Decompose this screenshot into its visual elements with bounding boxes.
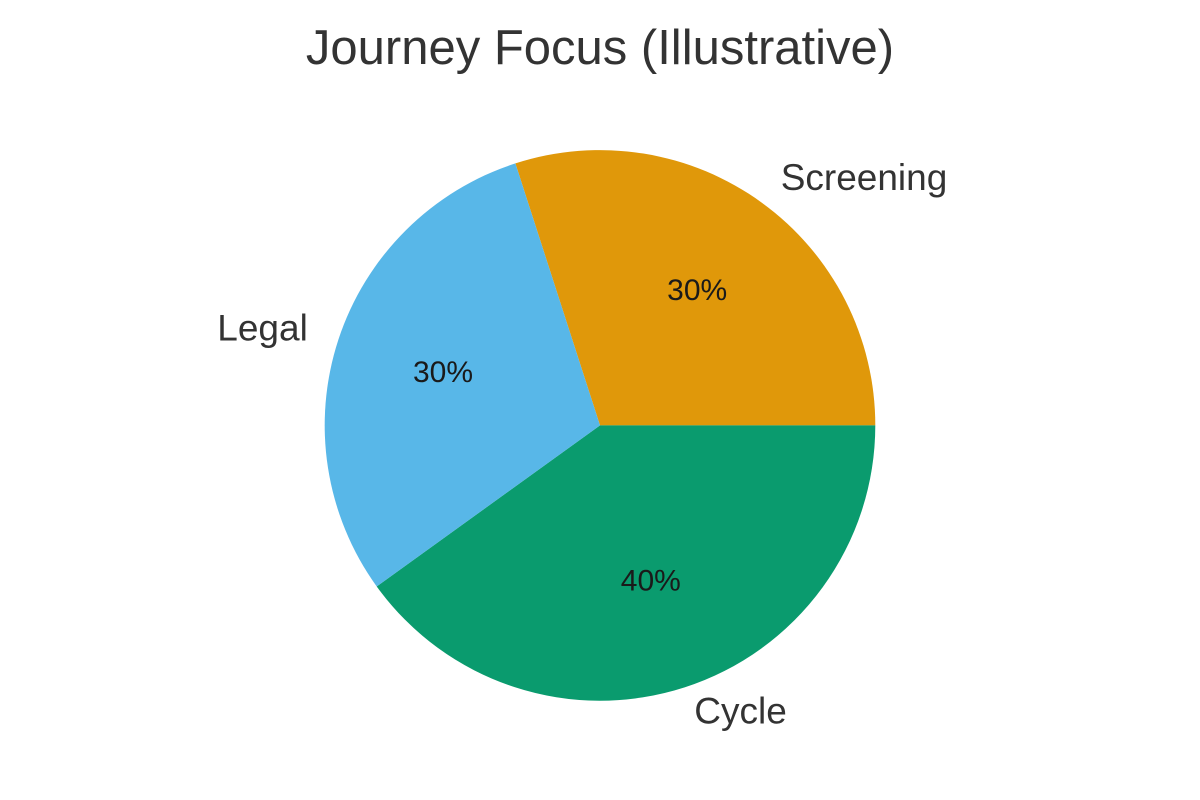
svg-text:Cycle: Cycle — [694, 691, 787, 732]
svg-text:Legal: Legal — [217, 308, 308, 349]
svg-text:Screening: Screening — [781, 157, 948, 198]
svg-text:40%: 40% — [621, 565, 681, 598]
svg-text:30%: 30% — [413, 356, 473, 389]
svg-text:30%: 30% — [667, 274, 727, 307]
